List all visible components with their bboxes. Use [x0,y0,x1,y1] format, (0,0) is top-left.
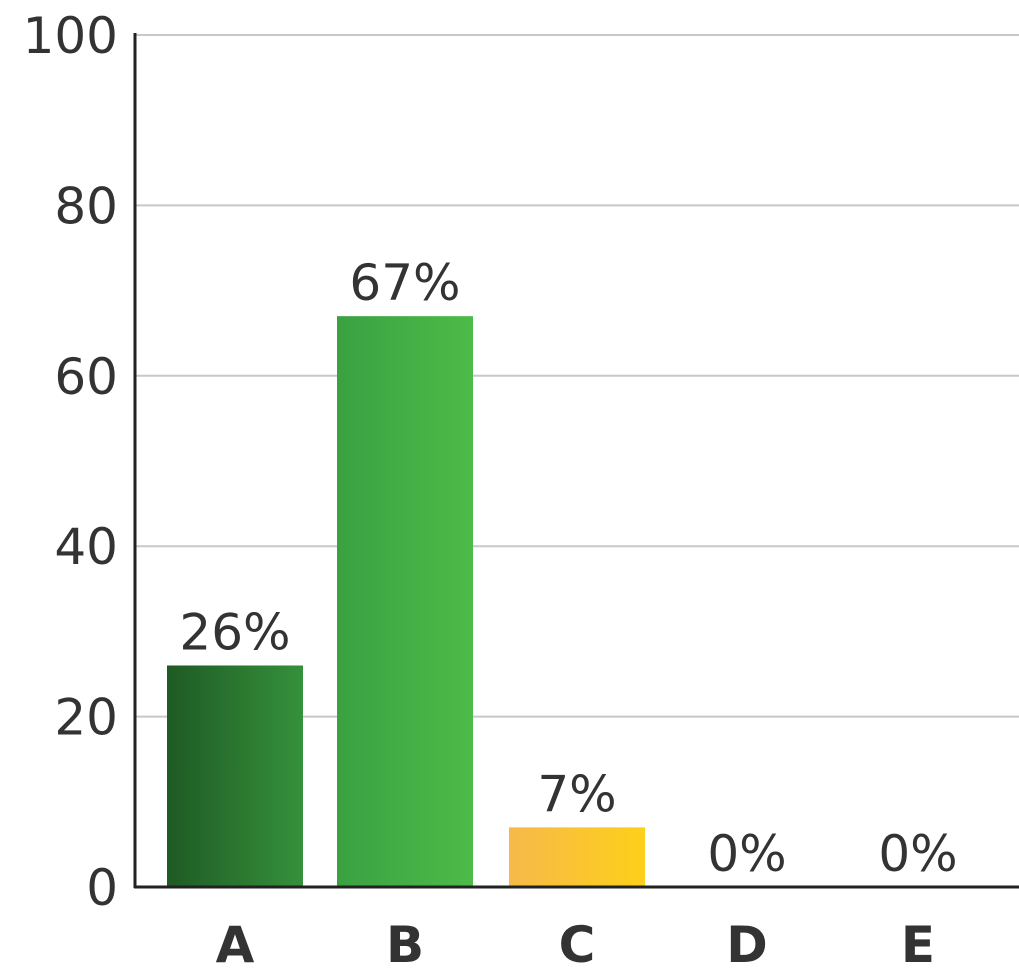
data-label-B: 67% [349,254,460,312]
y-tick-label-60: 60 [54,348,118,406]
x-tick-label-B: B [386,916,424,974]
bar-B [337,316,473,887]
y-tick-label-20: 20 [54,689,118,747]
data-label-D: 0% [707,825,786,883]
axes [133,33,1019,889]
y-tick-label-0: 0 [86,859,118,917]
data-label-C: 7% [537,765,616,823]
x-tick-label-D: D [726,916,768,974]
y-tick-label-100: 100 [23,7,118,65]
data-label-E: 0% [878,825,957,883]
bars [167,316,645,887]
data-label-A: 26% [179,603,290,661]
bar-C [509,827,645,887]
x-tick-label-A: A [216,916,255,974]
bar-A [167,665,303,887]
gridlines [135,34,1019,718]
x-tick-label-C: C [559,916,596,974]
labels: 0 20 40 60 80 100 26% A 67% B 7% C 0% D 0% E [23,7,958,974]
y-tick-label-80: 80 [54,177,118,235]
x-tick-label-E: E [901,916,935,974]
y-tick-label-40: 40 [54,518,118,576]
